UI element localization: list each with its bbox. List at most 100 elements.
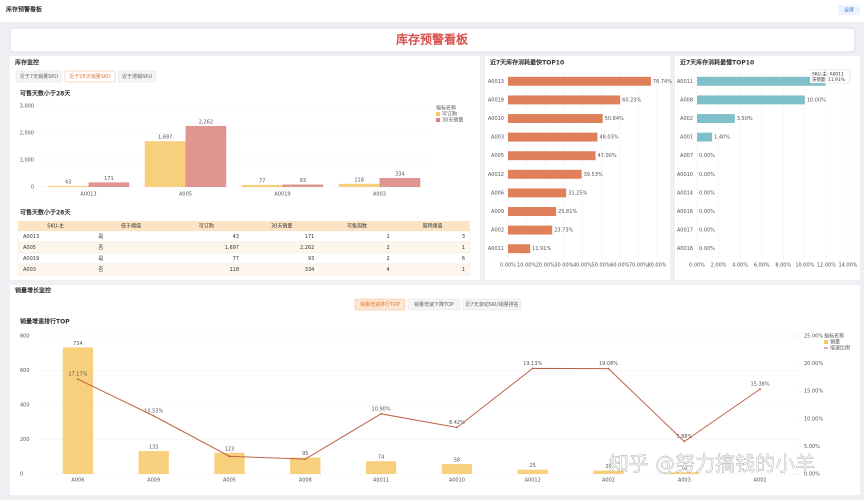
tab-label[interactable]: 销量增速排行TOP	[360, 301, 400, 308]
x-tick-label: A002	[602, 478, 615, 484]
tab[interactable]	[354, 298, 406, 311]
table-cell: 334	[305, 267, 315, 273]
tab[interactable]	[15, 70, 63, 83]
table-header-cell: 可订购	[199, 223, 214, 230]
table-row	[17, 230, 471, 243]
table-cell: 1	[462, 245, 465, 251]
y-tick-label: A0012	[488, 172, 504, 178]
legend-label: 可订购	[442, 111, 457, 118]
y-tick-label: A006	[491, 190, 504, 196]
bar-value-label: 50.84%	[605, 116, 624, 122]
tab-label[interactable]: 近于28天销量SKU	[69, 73, 111, 80]
table-cell: 1,697	[225, 245, 239, 251]
bar-value-label: 0.00%	[699, 246, 715, 252]
bar	[508, 188, 567, 198]
bar	[508, 151, 596, 161]
bar-value-label: 0.00%	[699, 228, 715, 234]
panel-title: 销量增长监控	[15, 287, 51, 295]
watermark: 知乎 @努力搞钱的小羊	[609, 452, 815, 476]
bar-value-label: 93	[300, 178, 306, 184]
page-title: 库存预警看板	[6, 6, 43, 14]
y-tick-label: A0011	[677, 79, 693, 85]
tab-label[interactable]: 近于滞销SKU	[122, 73, 152, 80]
bar	[241, 184, 283, 187]
bar-value-label: 2,262	[199, 119, 213, 125]
panel-title: 库存监控	[15, 59, 39, 67]
chart-title: 近7天库存消耗最慢TOP10	[680, 59, 754, 67]
x-tick-label: 30.00%	[554, 263, 573, 269]
x-tick-label: A0013	[80, 192, 96, 198]
x-tick-label: A009	[147, 478, 160, 484]
tab[interactable]	[407, 298, 461, 311]
x-tick-label: 60.00%	[610, 263, 629, 269]
y-tick-label: 3,000	[20, 104, 34, 110]
y2-tick-label: 5.00%	[804, 444, 820, 450]
bar-value-label: 133	[149, 445, 159, 451]
bar-value-label: 0.00%	[699, 209, 715, 215]
table-cell: 否	[98, 245, 103, 251]
legend-title: 指标名称	[436, 105, 456, 112]
tab[interactable]	[462, 298, 522, 311]
x-tick-label: A0010	[449, 478, 465, 484]
y2-tick-label: 15.00%	[804, 389, 823, 395]
line-value-label: 15.38%	[751, 382, 770, 388]
table-row	[17, 241, 471, 254]
table-row	[17, 263, 471, 276]
fullscreen-button[interactable]	[838, 5, 860, 15]
bar-value-label: 0.00%	[699, 172, 715, 178]
legend-label: 销量	[830, 339, 840, 346]
y-tick-label: 200	[20, 437, 30, 443]
x-tick-label: 4.00%	[732, 263, 748, 269]
table-cell: 2	[386, 256, 389, 262]
bar	[508, 76, 651, 86]
legend-label: 增速比例	[830, 345, 850, 352]
bar	[508, 225, 553, 235]
line-value-label: 19.08%	[599, 361, 618, 367]
bar	[62, 347, 94, 474]
bar-value-label: 334	[395, 171, 405, 177]
table-cell: A005	[23, 245, 36, 251]
fullscreen-label[interactable]: 全屏	[844, 7, 854, 14]
tab-label[interactable]: 近于7天销量SKU	[20, 73, 59, 80]
bar-value-label: 171	[104, 176, 114, 182]
table-title: 可售天数小于28天	[20, 209, 70, 217]
legend-swatch	[436, 118, 440, 122]
y2-tick-label: 0.00%	[804, 472, 820, 478]
tab[interactable]	[117, 70, 157, 83]
table-cell: 4	[386, 267, 389, 273]
x-tick-label: A003	[678, 478, 691, 484]
line-value-label: 17.17%	[68, 372, 87, 378]
x-tick-label: 0.00%	[500, 263, 516, 269]
y-tick-label: 0	[31, 185, 34, 191]
y-tick-label: A0019	[488, 97, 504, 103]
x-tick-label: A005	[223, 478, 236, 484]
y-tick-label: A0016	[677, 209, 693, 215]
y-tick-label: A0011	[488, 246, 504, 252]
table-cell: 是	[98, 256, 103, 262]
line-value-label: 19.13%	[523, 361, 542, 367]
table-cell: 171	[305, 234, 315, 240]
bar-value-label: 60.23%	[622, 97, 641, 103]
x-tick-label: A001	[754, 478, 767, 484]
x-tick-label: 12.00%	[817, 263, 836, 269]
bar	[47, 185, 89, 187]
y-tick-label: A009	[491, 209, 504, 215]
table-cell: 3	[462, 234, 465, 240]
tab-label[interactable]: 销量增速下降TOP	[414, 301, 454, 308]
y-tick-label: A0018	[677, 246, 693, 252]
y-tick-label: A001	[680, 135, 693, 141]
table-cell: 43	[233, 234, 239, 240]
bar	[517, 469, 548, 474]
x-tick-label: A008	[299, 478, 312, 484]
bar	[365, 461, 397, 474]
y-tick-label: A002	[680, 116, 693, 122]
tab-label[interactable]: 近7天滚动SKU销量排名	[465, 301, 518, 308]
y-tick-label: 0	[20, 472, 23, 478]
line	[77, 367, 761, 460]
tab[interactable]	[64, 70, 116, 83]
table-cell: 2,262	[300, 245, 314, 251]
table-cell: A0019	[23, 256, 39, 262]
tooltip-text: 滞销量: 11.91%	[812, 76, 845, 83]
bar-value-label: 734	[73, 341, 83, 347]
y-tick-label: 1,000	[20, 158, 34, 164]
